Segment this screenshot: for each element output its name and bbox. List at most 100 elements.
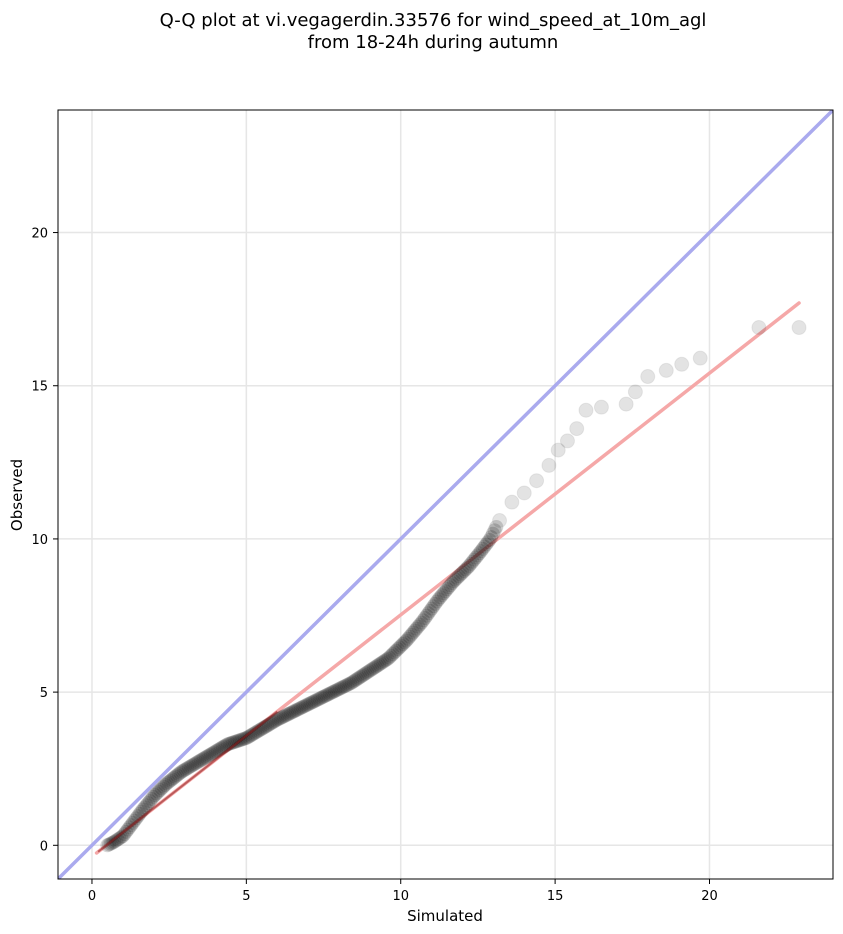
qq-point [658,362,674,378]
qq-point [387,645,402,660]
qq-point [185,758,200,773]
qq-point [492,513,508,529]
qq-point [192,754,207,769]
qq-point [409,621,424,636]
qq-point [411,619,426,634]
x-tick-label: 10 [392,889,409,904]
qq-point [504,494,520,510]
qq-point [348,673,363,688]
qq-point [460,560,475,575]
qq-point [314,690,329,705]
qq-point [674,356,690,372]
qq-point [153,782,168,797]
qq-point [188,756,203,771]
qq-point [321,687,336,702]
qq-point [170,768,185,783]
qq-point [351,671,366,686]
qq-point [115,829,130,844]
qq-point [416,613,431,628]
qq-point [791,320,807,336]
qq-point [384,648,399,663]
qq-point [569,421,585,437]
qq-point [465,554,480,569]
qq-point [175,764,190,779]
qq-point [455,565,470,580]
qq-point [470,548,485,563]
qq-point [154,781,169,796]
qq-point [273,711,288,726]
qq-point [317,689,332,704]
qq-point [278,708,293,723]
qq-point [107,834,122,849]
qq-point [336,679,351,694]
x-tick-label: 15 [547,889,564,904]
qq-point [479,537,494,552]
qq-point [176,763,191,778]
qq-point [190,755,205,770]
qq-point [300,697,315,712]
qq-point [375,655,390,670]
qq-point [139,798,154,813]
plot-frame [57,109,834,880]
qq-point [127,813,142,828]
points-layer [100,320,807,853]
qq-point [244,727,259,742]
qq-point [312,691,327,706]
qq-point [419,608,434,623]
qq-point [394,638,409,653]
qq-point [457,564,472,579]
qq-point [445,576,460,591]
qq-point [368,659,383,674]
qq-point [144,791,159,806]
qq-point [751,320,767,336]
qq-point [327,684,342,699]
qq-point [322,686,337,701]
qq-point [288,703,303,718]
qq-point [516,485,532,501]
qq-point [341,677,356,692]
qq-point [441,580,456,595]
qq-point [373,656,388,671]
qq-point [361,664,376,679]
qq-point [406,625,421,640]
qq-point [295,700,310,715]
qq-point [480,535,495,550]
qq-point [346,674,361,689]
qq-point [458,562,473,577]
qq-point [380,651,395,666]
qq-point [450,570,465,585]
qq-point [326,684,341,699]
qq-point [183,759,198,774]
qq-point [414,615,429,630]
qq-point [550,442,566,458]
qq-point [344,675,359,690]
qq-point [443,578,458,593]
x-tick-label: 20 [701,889,718,904]
qq-point [378,653,393,668]
qq-point [485,526,500,541]
qq-point [462,558,477,573]
qq-point [400,631,415,646]
chart-title-line1: Q-Q plot at vi.vegagerdin.33576 for wind… [160,10,707,31]
qq-point [307,694,322,709]
qq-point [112,831,127,846]
qq-point [187,757,202,772]
qq-point [627,384,643,400]
ticks: 0 5 10 15 20 0 5 10 15 20 [31,227,717,904]
qq-point [243,728,258,743]
qq-point [399,633,414,648]
qq-point [108,833,123,848]
qq-point [203,747,218,762]
qq-point [329,683,344,698]
qq-point [319,688,334,703]
qq-point [253,722,268,737]
qq-point [297,699,312,714]
qq-point [241,729,256,744]
qq-point [149,786,164,801]
qq-point [331,682,346,697]
qq-point [197,751,212,766]
qq-point [438,584,453,599]
qq-point [389,643,404,658]
y-tick-label: 15 [31,380,48,395]
